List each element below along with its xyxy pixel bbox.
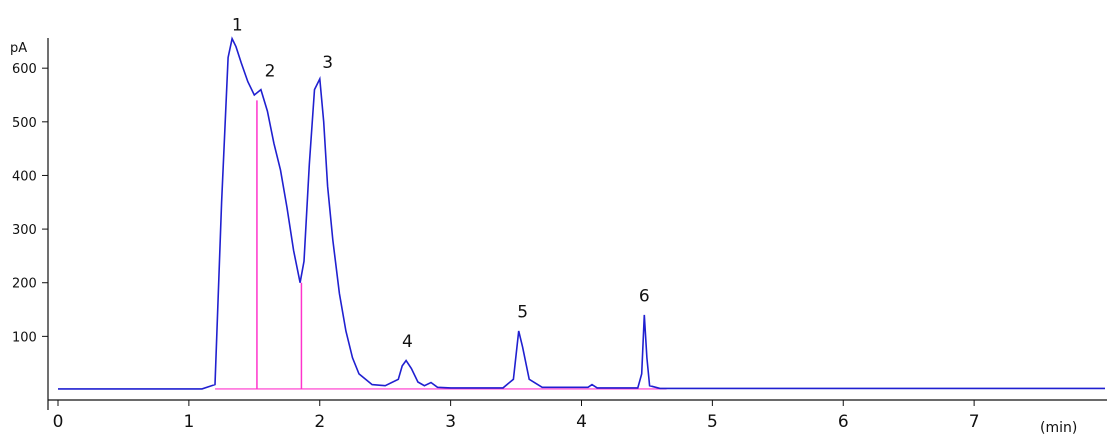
x-tick-label: 5 xyxy=(707,412,718,432)
y-tick-label: 300 xyxy=(12,223,37,238)
y-tick-label: 500 xyxy=(12,116,37,131)
x-tick-label: 6 xyxy=(838,412,849,432)
baseline-markers xyxy=(215,100,667,390)
y-tick-label: 600 xyxy=(12,62,37,77)
x-tick-label: 7 xyxy=(969,412,980,432)
peak-labels: 1 2 3 4 5 6 xyxy=(232,16,650,352)
x-tick-label: 2 xyxy=(314,412,325,432)
x-tick-label: 4 xyxy=(576,412,587,432)
y-ticks: 100 200 300 400 500 600 xyxy=(12,62,48,345)
peak-label: 3 xyxy=(322,53,333,73)
peak-label: 1 xyxy=(232,16,243,36)
peak-label: 4 xyxy=(402,332,413,352)
x-tick-label: 0 xyxy=(53,412,64,432)
y-tick-label: 200 xyxy=(12,277,37,292)
peak-label: 2 xyxy=(265,61,276,81)
series-trace xyxy=(58,36,1105,390)
y-tick-label: 400 xyxy=(12,169,37,184)
x-tick-label: 1 xyxy=(183,412,194,432)
x-unit-label: (min) xyxy=(1040,420,1077,436)
x-tick-label: 3 xyxy=(445,412,456,432)
x-ticks: 0 1 2 3 4 5 6 7 xyxy=(53,400,980,432)
peak-label: 5 xyxy=(517,303,528,323)
peak-label: 6 xyxy=(639,287,650,307)
y-tick-label: 100 xyxy=(12,330,37,345)
y-unit-label: pA xyxy=(10,41,27,56)
